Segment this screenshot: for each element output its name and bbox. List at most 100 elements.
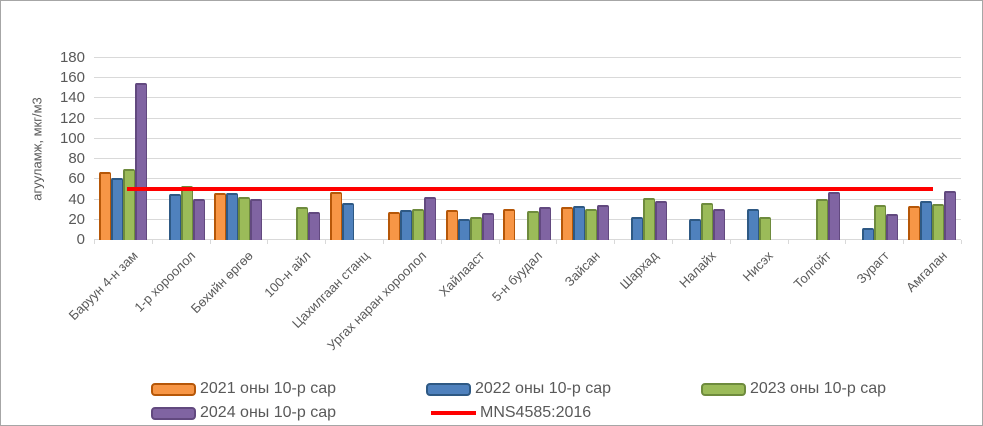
bar-2023 [122,169,135,240]
bar-2021 [908,206,921,240]
bar-2022 [110,178,123,240]
bar-group [210,58,268,240]
x-tick-mark [672,240,673,244]
bar-2024 [828,192,841,240]
bar-2022 [342,203,355,240]
bar-2024 [597,205,610,240]
bar-group [845,58,903,240]
bar-group [672,58,730,240]
legend-label: 2023 оны 10-р сар [750,380,886,397]
bar-2024 [655,201,668,240]
bar-2023 [469,217,482,240]
bar-group [614,58,672,240]
x-tick-mark [787,240,789,244]
x-axis-label-text: 5-н буудал [488,248,546,305]
x-axis-label-text: Нисэх [739,248,777,285]
bar-2022 [631,217,644,240]
bar-2024 [423,197,436,240]
bar-2022 [688,219,701,240]
bar-2024 [944,191,957,240]
bar-2024 [539,207,552,240]
bar-2023 [296,207,309,240]
x-tick-mark [614,240,616,244]
legend-item-2022: 2022 оны 10-р сар [426,379,611,399]
gridline [94,158,961,160]
bar-group [499,58,557,240]
bar-2023 [816,199,829,240]
bar-group [788,58,846,240]
bar-group [730,58,788,240]
bar-2022 [862,228,875,240]
bar-2021 [561,207,574,240]
legend-label: 2022 оны 10-р сар [475,380,611,397]
x-tick-mark [845,240,847,244]
x-tick-mark [440,240,442,244]
x-axis-label-text: Зурагт [853,248,892,287]
bar-2022 [457,219,470,240]
mns-limit-line [127,187,933,192]
bar-2021 [503,209,516,240]
bar-2024 [250,199,263,240]
x-tick-mark [383,240,384,244]
bar-2024 [481,213,494,240]
bar-2022 [746,209,759,240]
legend-item-2023: 2023 оны 10-р сар [701,379,886,399]
x-axis-label-text: Шархад [616,248,661,293]
gridline [94,198,961,200]
gridline [94,178,961,180]
x-tick-mark [729,240,731,244]
bar-group [441,58,499,240]
bar-2021 [445,210,458,240]
bar-group [267,58,325,240]
bar-2024 [192,199,205,240]
bar-2023 [874,205,887,240]
bar-2023 [180,186,193,240]
legend-item-2024: 2024 оны 10-р сар [151,403,336,423]
x-axis-label-text: Зайсан [561,248,603,290]
legend-item-2021: 2021 оны 10-р сар [151,379,336,399]
gridline [94,57,961,58]
x-axis-label-text: 100-н айл [261,248,314,301]
x-axis-label-text: Толгойт [790,248,835,292]
y-tick-label: 180 [59,49,85,66]
legend-swatch-icon [151,382,196,396]
x-tick-mark [498,240,500,244]
x-axis-label-text: Баруун 4-н зам [65,248,141,324]
bar-2021 [330,192,343,240]
x-axis-label-text: Налайх [675,248,719,291]
bar-2023 [411,209,424,240]
bar-2021 [98,172,111,240]
bar-2024 [712,209,725,240]
x-tick-mark [556,240,558,244]
bar-group [325,58,383,240]
plot-area: агууламж, мкг/м3 0 20 40 60 80 100 120 140 160 18… [30,50,962,247]
x-tick-mark [94,240,95,244]
bar-2023 [643,198,656,240]
x-axis-label-text: Ургах наран хороолол [324,248,430,354]
legend-swatch-icon [151,406,196,420]
legend-item-mns: MNS4585:2016 [431,403,591,423]
gridline [94,97,961,99]
bar-2021 [387,212,400,240]
y-tick-label: 100 [59,129,85,147]
bar-group [383,58,441,240]
bar-2022 [399,210,412,240]
y-tick-label: 140 [59,89,85,107]
gridline [94,137,961,139]
bar-2023 [700,203,713,240]
bar-2023 [932,204,945,240]
bar-2022 [920,201,933,240]
gridline [94,117,961,119]
legend-label: MNS4585:2016 [480,404,592,421]
bar-2024 [308,212,321,240]
bar-2024 [886,214,899,240]
x-tick-mark [961,240,962,244]
bar-2024 [134,83,147,240]
y-tick-label: 0 [76,231,85,248]
x-tick-mark [209,240,211,244]
legend-swatch-icon [701,382,746,396]
x-axis-label-text: Хайлааст [435,248,488,300]
x-tick-mark [267,240,269,244]
legend: 2021 оны 10-р сар 2022 оны 10-р сар 2023 о… [1,371,982,425]
